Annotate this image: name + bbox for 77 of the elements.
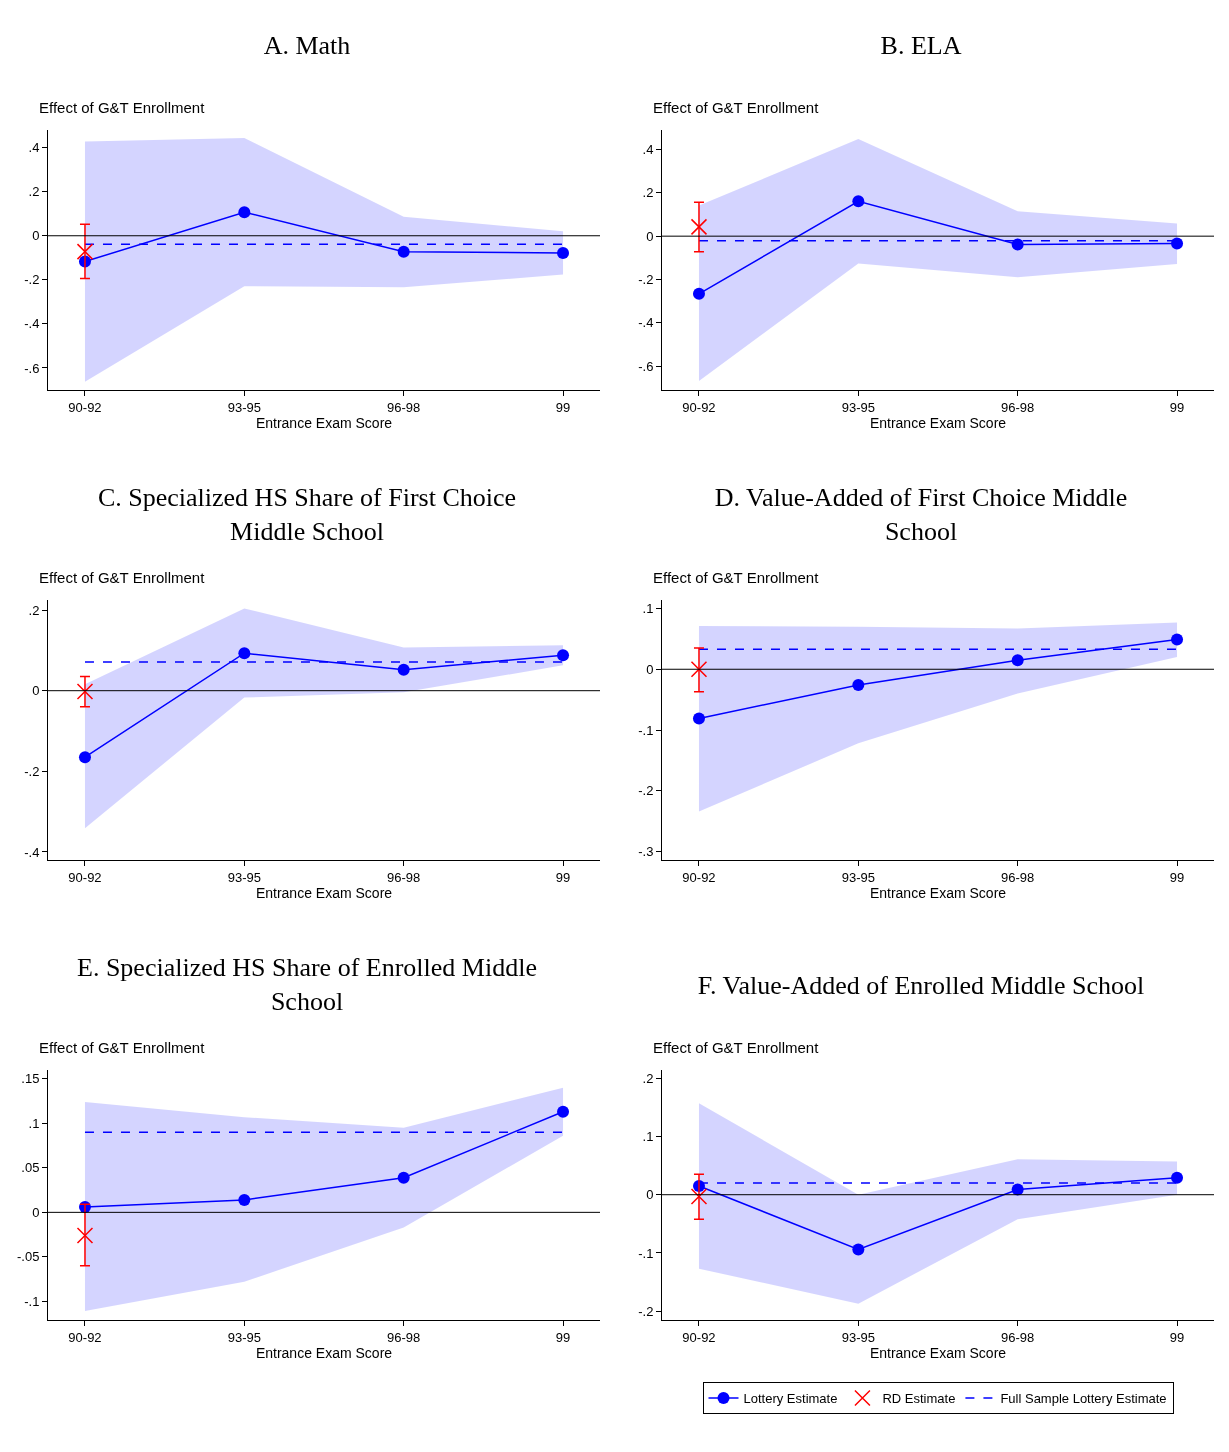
chart-title: C. Specialized HS Share of First Choice Middle School bbox=[97, 483, 517, 546]
x-axis-title: Entrance Exam Score bbox=[255, 884, 393, 901]
y-axis-title: Effect of G&T Enrollment bbox=[39, 569, 206, 586]
x-tick-label: 99 bbox=[555, 399, 571, 415]
y-tick-label: -.4 bbox=[24, 316, 40, 332]
x-tick-label: 96-98 bbox=[387, 1329, 421, 1345]
x-axis-title: Entrance Exam Score bbox=[869, 1344, 1007, 1361]
x-axis-title: Entrance Exam Score bbox=[869, 884, 1007, 901]
x-tick-label: 99 bbox=[1169, 1329, 1185, 1345]
y-axis-title: Effect of G&T Enrollment bbox=[653, 1039, 820, 1056]
y-tick-label: 0 bbox=[646, 228, 654, 244]
chart-title: D. Value-Added of First Choice Middle School bbox=[714, 483, 1128, 546]
x-tick-label: 99 bbox=[1169, 869, 1185, 885]
y-tick-label: -.1 bbox=[638, 1245, 654, 1261]
chart-title: E. Specialized HS Share of Enrolled Middle School bbox=[77, 953, 537, 1016]
x-tick-label: 96-98 bbox=[387, 399, 421, 415]
x-tick-label: 93-95 bbox=[227, 869, 261, 885]
y-tick-label: .2 bbox=[28, 184, 40, 200]
x-tick-label: 96-98 bbox=[1001, 1329, 1035, 1345]
x-tick-label: 90-92 bbox=[682, 869, 716, 885]
y-tick-label: .05 bbox=[21, 1160, 40, 1176]
y-tick-label: 0 bbox=[32, 1204, 40, 1220]
x-tick-label: 96-98 bbox=[1001, 399, 1035, 415]
y-tick-label: .4 bbox=[28, 140, 40, 156]
y-tick-label: .2 bbox=[642, 185, 654, 201]
x-tick-label: 99 bbox=[555, 869, 571, 885]
y-tick-label: 0 bbox=[32, 228, 40, 244]
y-tick-label: -.3 bbox=[638, 844, 654, 860]
y-tick-label: -.2 bbox=[638, 272, 654, 288]
y-tick-label: 0 bbox=[32, 683, 40, 699]
x-tick-label: 96-98 bbox=[387, 869, 421, 885]
y-tick-label: .15 bbox=[21, 1071, 40, 1087]
x-tick-label: 93-95 bbox=[227, 399, 261, 415]
chart-title: B. ELA bbox=[880, 31, 962, 61]
y-tick-label: -.6 bbox=[24, 360, 40, 376]
y-tick-label: -.1 bbox=[24, 1293, 40, 1309]
y-tick-label: -.2 bbox=[638, 783, 654, 799]
chart-title: A. Math bbox=[263, 31, 351, 61]
y-tick-label: -.4 bbox=[638, 315, 654, 331]
x-tick-label: 90-92 bbox=[68, 869, 102, 885]
x-axis-title: Entrance Exam Score bbox=[255, 414, 393, 431]
x-tick-label: 93-95 bbox=[841, 869, 875, 885]
y-tick-label: .1 bbox=[642, 1128, 654, 1144]
y-tick-label: -.05 bbox=[16, 1249, 40, 1265]
x-tick-label: 96-98 bbox=[1001, 869, 1035, 885]
y-tick-label: .1 bbox=[642, 601, 654, 617]
y-axis-title: Effect of G&T Enrollment bbox=[653, 569, 820, 586]
legend-label: Full Sample Lottery Estimate bbox=[1000, 1391, 1167, 1407]
x-tick-label: 90-92 bbox=[682, 1329, 716, 1345]
x-tick-label: 93-95 bbox=[841, 399, 875, 415]
y-tick-label: .2 bbox=[642, 1070, 654, 1086]
y-tick-label: -.1 bbox=[638, 722, 654, 738]
x-tick-label: 93-95 bbox=[227, 1329, 261, 1345]
y-tick-label: .2 bbox=[28, 602, 40, 618]
y-axis-title: Effect of G&T Enrollment bbox=[39, 1039, 206, 1056]
x-axis-title: Entrance Exam Score bbox=[255, 1344, 393, 1361]
x-tick-label: 99 bbox=[555, 1329, 571, 1345]
x-tick-label: 99 bbox=[1169, 399, 1185, 415]
y-tick-label: .1 bbox=[28, 1115, 40, 1131]
y-axis-title: Effect of G&T Enrollment bbox=[653, 99, 820, 116]
x-tick-label: 93-95 bbox=[841, 1329, 875, 1345]
y-tick-label: .4 bbox=[642, 142, 654, 158]
legend-label: Lottery Estimate bbox=[743, 1391, 838, 1407]
y-tick-label: -.2 bbox=[24, 272, 40, 288]
y-tick-label: 0 bbox=[646, 661, 654, 677]
x-tick-label: 90-92 bbox=[68, 1329, 102, 1345]
y-axis-title: Effect of G&T Enrollment bbox=[39, 99, 206, 116]
x-tick-label: 90-92 bbox=[68, 399, 102, 415]
y-tick-label: -.4 bbox=[24, 844, 40, 860]
y-tick-label: 0 bbox=[646, 1187, 654, 1203]
y-tick-label: -.2 bbox=[24, 763, 40, 779]
legend-label: RD Estimate bbox=[882, 1391, 956, 1407]
x-axis-title: Entrance Exam Score bbox=[869, 414, 1007, 431]
chart-title: F. Value-Added of Enrolled Middle School bbox=[697, 971, 1145, 1001]
y-tick-label: -.6 bbox=[638, 358, 654, 374]
y-tick-label: -.2 bbox=[638, 1303, 654, 1319]
x-tick-label: 90-92 bbox=[682, 399, 716, 415]
